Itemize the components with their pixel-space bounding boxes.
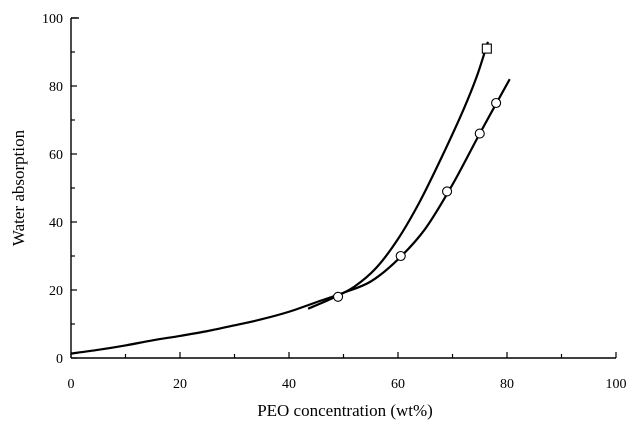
curves [70,41,511,355]
y-tick-label: 60 [49,148,63,163]
axes [70,17,616,359]
circle-data-point [441,186,453,197]
x-tick-label: 40 [282,377,296,392]
ticks [70,17,617,359]
series-1-curve [70,78,511,355]
x-axis-title: PEO concentration (wt%) [257,401,433,420]
y-axis-title: Water absorption [9,129,28,246]
x-tick-label: 80 [500,377,514,392]
x-tick-label: 0 [68,377,75,392]
series-2-curve [307,41,489,310]
y-tick-label: 80 [49,80,63,95]
x-tick-label: 60 [391,377,405,392]
circle-data-point [474,128,485,139]
circle-data-point [491,97,502,109]
x-tick-label: 100 [606,377,627,392]
circle-data-point [332,291,344,302]
tick-labels: 0 20 40 60 80 100 0 20 40 60 80 100 [42,12,627,392]
markers [332,43,502,302]
y-tick-label: 20 [49,284,63,299]
square-data-point [481,43,492,54]
y-tick-label: 0 [56,352,63,367]
x-tick-label: 20 [173,377,187,392]
circle-data-point [395,250,406,262]
y-tick-label: 100 [42,12,63,27]
y-tick-label: 40 [49,216,63,231]
